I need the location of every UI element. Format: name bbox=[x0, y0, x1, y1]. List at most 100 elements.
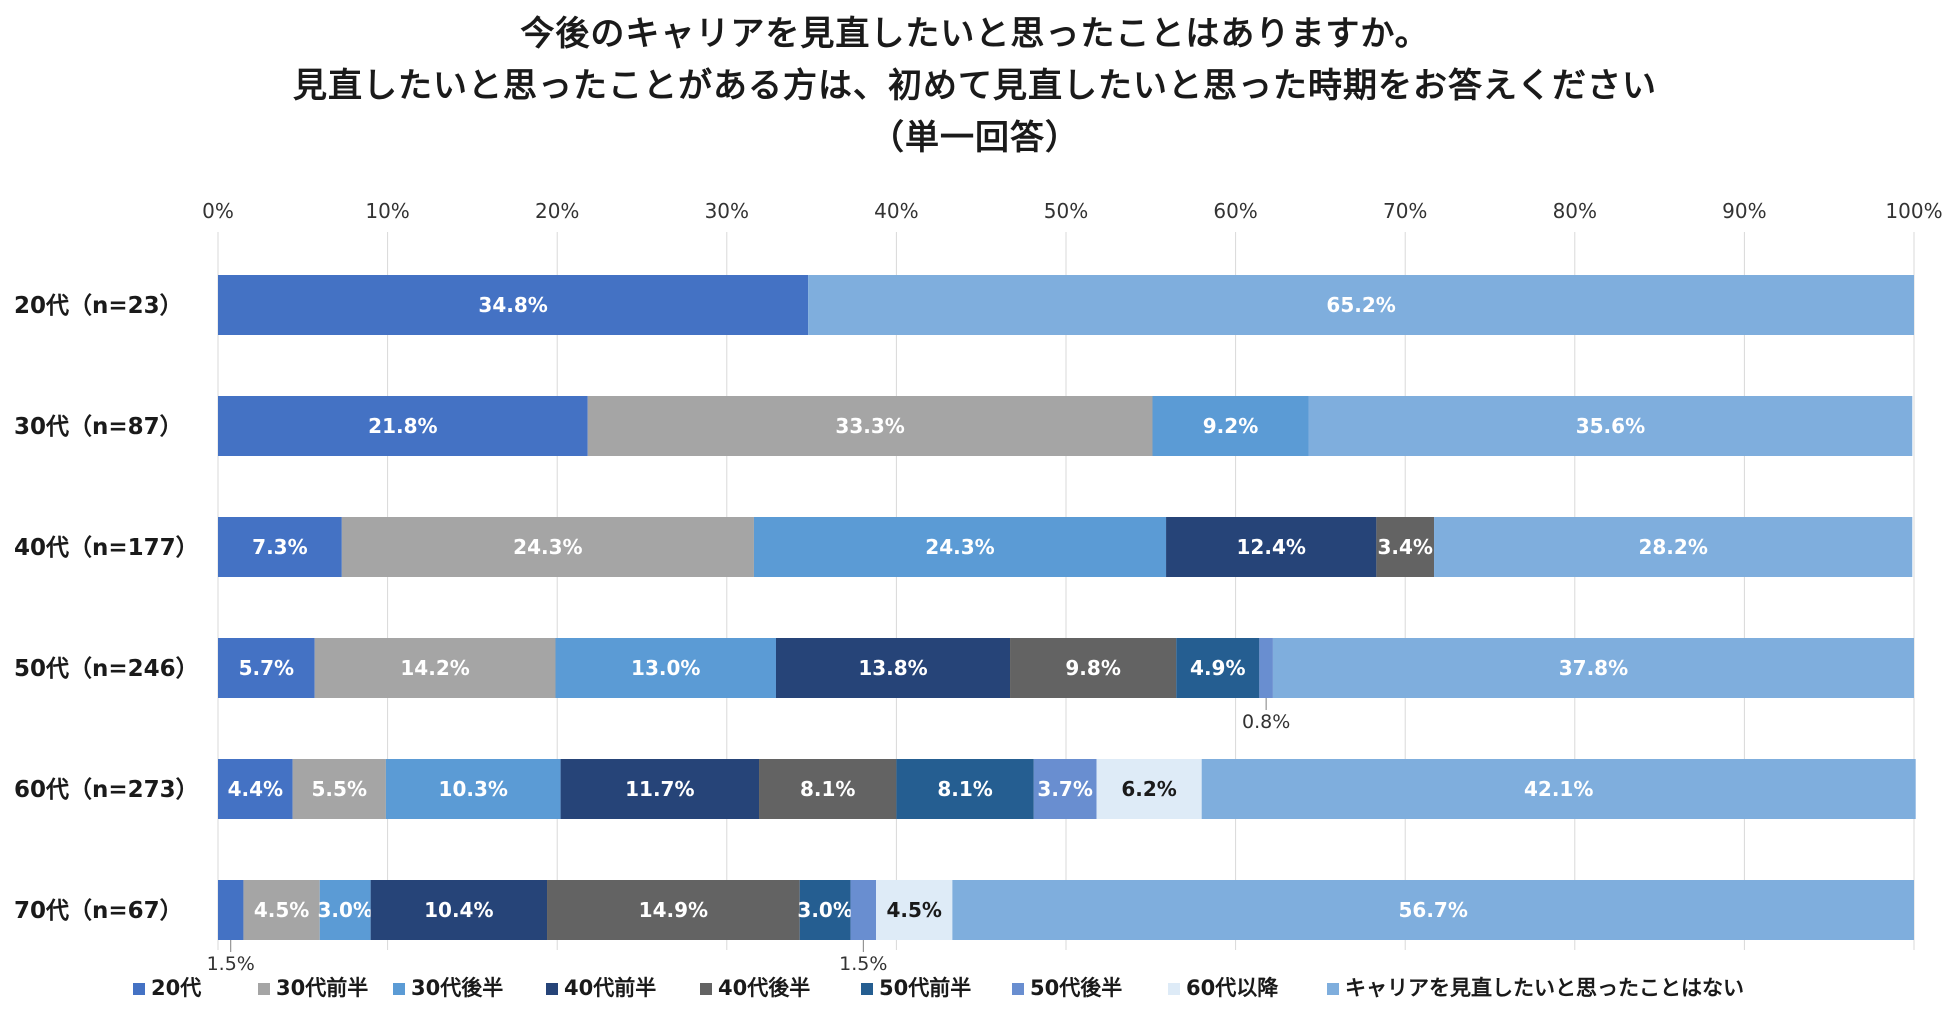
legend-swatch bbox=[133, 983, 145, 995]
bar-segment bbox=[314, 638, 556, 698]
bar-segment bbox=[1201, 759, 1916, 819]
legend-swatch bbox=[1012, 983, 1024, 995]
category-label: 30代（n=87） bbox=[14, 413, 183, 440]
bar-segment bbox=[218, 517, 342, 577]
bar-segment bbox=[876, 880, 953, 940]
category-label: 20代（n=23） bbox=[14, 292, 183, 319]
bar-segment bbox=[1010, 638, 1177, 698]
bar-segment bbox=[1272, 638, 1914, 698]
legend-label: 50代後半 bbox=[1030, 976, 1122, 1000]
category-label: 40代（n=177） bbox=[14, 534, 199, 561]
bar-segment bbox=[759, 759, 897, 819]
bar-segment bbox=[1166, 517, 1377, 577]
bar-segment bbox=[218, 275, 809, 335]
bar-segment bbox=[753, 517, 1167, 577]
bar-segment bbox=[1308, 396, 1913, 456]
legend-swatch bbox=[546, 983, 558, 995]
outside-data-label: 1.5% bbox=[207, 953, 255, 975]
data-label: 4.9% bbox=[1190, 656, 1245, 680]
bar-segment bbox=[1152, 396, 1309, 456]
data-label: 24.3% bbox=[513, 535, 582, 559]
x-tick-label: 10% bbox=[365, 199, 409, 223]
bar-segment bbox=[1176, 638, 1260, 698]
bar-segment bbox=[385, 759, 561, 819]
data-label: 4.4% bbox=[228, 777, 283, 801]
legend-swatch bbox=[1327, 983, 1339, 995]
data-label: 8.1% bbox=[800, 777, 855, 801]
data-label: 8.1% bbox=[937, 777, 992, 801]
bar-segment bbox=[1434, 517, 1913, 577]
x-tick-label: 50% bbox=[1044, 199, 1088, 223]
legend-label: 40代前半 bbox=[564, 976, 656, 1000]
title-line-3: （単一回答） bbox=[870, 118, 1080, 158]
title-line-2: 見直したいと思ったことがある方は、初めて見直したいと思った時期をお答えください bbox=[293, 66, 1657, 106]
outside-data-label: 0.8% bbox=[1242, 711, 1290, 733]
bar-segment bbox=[896, 759, 1034, 819]
bar-segment bbox=[799, 880, 851, 940]
data-label: 5.5% bbox=[312, 777, 367, 801]
data-label: 9.8% bbox=[1065, 656, 1120, 680]
data-label: 56.7% bbox=[1398, 898, 1467, 922]
bar-segment bbox=[547, 880, 800, 940]
bar-segment bbox=[555, 638, 776, 698]
x-tick-label: 100% bbox=[1885, 199, 1942, 223]
legend-label: 30代後半 bbox=[411, 976, 503, 1000]
outside-data-label: 1.5% bbox=[839, 953, 887, 975]
legend-swatch bbox=[1168, 983, 1180, 995]
bar-segment bbox=[319, 880, 371, 940]
chart-title: 今後のキャリアを見直したいと思ったことはありますか。 見直したいと思ったことがあ… bbox=[0, 8, 1950, 164]
legend-label: 50代前半 bbox=[879, 976, 971, 1000]
bar-segment bbox=[292, 759, 386, 819]
x-tick-label: 30% bbox=[705, 199, 749, 223]
data-label: 3.4% bbox=[1377, 535, 1432, 559]
bar-segment bbox=[341, 517, 754, 577]
data-label: 5.7% bbox=[239, 656, 294, 680]
bar-segment bbox=[218, 759, 293, 819]
data-label: 14.9% bbox=[639, 898, 708, 922]
data-label: 11.7% bbox=[625, 777, 694, 801]
data-label: 14.2% bbox=[400, 656, 469, 680]
x-tick-label: 20% bbox=[535, 199, 579, 223]
bar-segment bbox=[808, 275, 1914, 335]
x-tick-label: 80% bbox=[1553, 199, 1597, 223]
x-tick-label: 90% bbox=[1722, 199, 1766, 223]
bar-segment bbox=[1033, 759, 1097, 819]
legend-label: 40代後半 bbox=[718, 976, 810, 1000]
bar-segment bbox=[560, 759, 760, 819]
data-label: 10.3% bbox=[439, 777, 508, 801]
legend-swatch bbox=[258, 983, 270, 995]
legend-swatch bbox=[700, 983, 712, 995]
bar-segment bbox=[1376, 517, 1435, 577]
data-label: 6.2% bbox=[1121, 777, 1176, 801]
x-tick-label: 40% bbox=[874, 199, 918, 223]
data-label: 37.8% bbox=[1559, 656, 1628, 680]
data-label: 13.0% bbox=[631, 656, 700, 680]
bar-segment bbox=[775, 638, 1011, 698]
category-label: 60代（n=273） bbox=[14, 776, 199, 803]
x-tick-label: 70% bbox=[1383, 199, 1427, 223]
data-label: 3.7% bbox=[1037, 777, 1092, 801]
legend-label: 60代以降 bbox=[1186, 976, 1279, 1000]
bar-segment bbox=[587, 396, 1153, 456]
data-label: 65.2% bbox=[1326, 293, 1395, 317]
data-label: 10.4% bbox=[424, 898, 493, 922]
legend-label: 30代前半 bbox=[276, 976, 368, 1000]
data-label: 3.0% bbox=[317, 898, 372, 922]
data-label: 35.6% bbox=[1576, 414, 1645, 438]
data-label: 24.3% bbox=[925, 535, 994, 559]
legend-swatch bbox=[393, 983, 405, 995]
title-line-1: 今後のキャリアを見直したいと思ったことはありますか。 bbox=[520, 14, 1430, 54]
bar-segment bbox=[218, 880, 244, 940]
data-label: 28.2% bbox=[1638, 535, 1707, 559]
bar-segment bbox=[243, 880, 320, 940]
bar-segment bbox=[218, 638, 315, 698]
data-label: 34.8% bbox=[478, 293, 547, 317]
category-label: 50代（n=246） bbox=[14, 655, 199, 682]
category-label: 70代（n=67） bbox=[14, 897, 183, 924]
data-label: 13.8% bbox=[858, 656, 927, 680]
bar-segment bbox=[218, 396, 588, 456]
legend-label: 20代 bbox=[151, 976, 201, 1000]
data-label: 4.5% bbox=[886, 898, 941, 922]
data-label: 9.2% bbox=[1203, 414, 1258, 438]
